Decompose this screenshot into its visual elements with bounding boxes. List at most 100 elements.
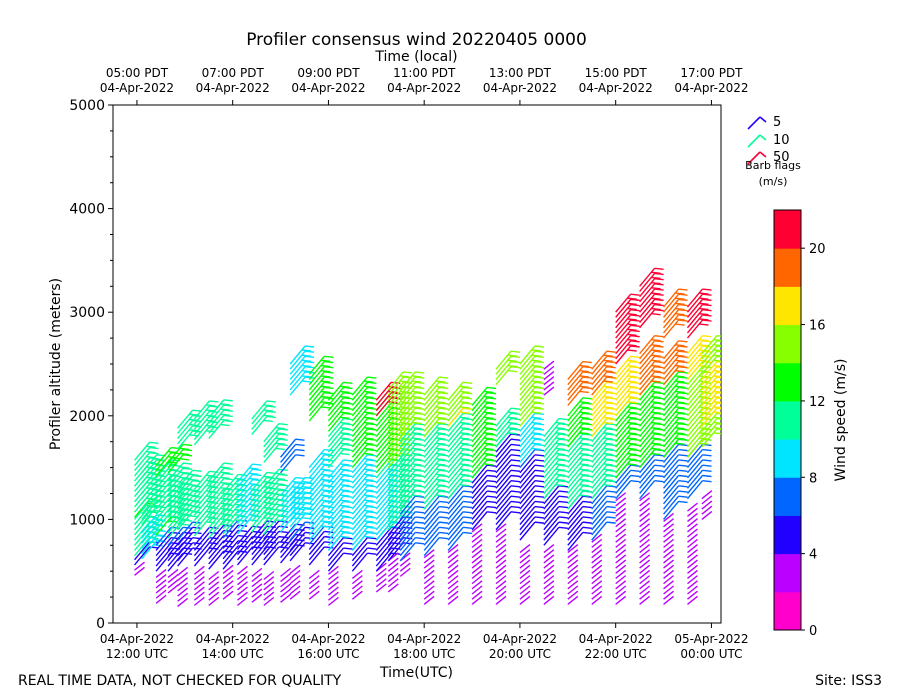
- barb-feather: [651, 375, 661, 378]
- barb-feather: [321, 380, 331, 383]
- colorbar-tick-label: 12: [809, 395, 826, 410]
- wind-barb: [687, 564, 698, 574]
- barb-feather: [603, 406, 613, 409]
- wind-barb: [663, 340, 688, 360]
- wind-barb: [237, 591, 248, 601]
- barb-feather: [483, 463, 494, 466]
- barb-feather: [364, 411, 374, 414]
- barb-feather: [278, 530, 288, 534]
- barb-feather: [558, 469, 568, 473]
- barb-feather: [603, 463, 613, 466]
- barb-staff: [447, 554, 459, 564]
- wind-barb: [471, 464, 497, 484]
- wind-barb: [399, 531, 425, 551]
- barb-staff: [663, 564, 674, 574]
- wind-barb: [567, 569, 579, 579]
- barb-feather: [436, 385, 446, 388]
- wind-barb: [701, 417, 721, 437]
- barb-feather: [582, 381, 592, 384]
- wind-barb: [495, 575, 507, 585]
- wind-barb: [423, 549, 435, 559]
- wind-barb: [263, 535, 288, 556]
- wind-barb: [251, 588, 263, 598]
- wind-barb: [447, 590, 459, 600]
- barb-staff: [141, 540, 158, 560]
- barb-staff: [663, 549, 674, 559]
- barb-staff: [495, 575, 507, 585]
- barb-feather: [651, 432, 661, 435]
- barb-feather: [321, 509, 331, 513]
- barb-staff: [639, 361, 656, 380]
- wind-barb: [423, 516, 449, 536]
- barb-staff: [375, 516, 392, 536]
- barb-staff: [208, 524, 225, 544]
- barb-staff: [471, 475, 488, 494]
- barb-feather: [412, 447, 422, 451]
- barb-feather: [558, 443, 568, 447]
- barb-staff: [686, 298, 704, 318]
- barb-staff: [208, 550, 225, 570]
- barb-staff: [567, 443, 584, 463]
- wind-barb: [193, 570, 205, 581]
- wind-barb: [471, 569, 483, 579]
- wind-barb: [591, 590, 603, 600]
- barb-staff: [615, 475, 632, 494]
- wind-barb: [639, 433, 664, 453]
- chart-title: Profiler consensus wind 20220405 0000: [246, 30, 587, 50]
- wind-barb: [308, 464, 334, 484]
- barb-feather: [220, 471, 230, 474]
- barb-staff: [351, 428, 368, 448]
- barb-feather: [343, 407, 353, 410]
- barb-staff: [519, 428, 536, 448]
- wind-barb: [615, 314, 640, 334]
- x-tick-label: 05-Apr-2022: [674, 632, 748, 646]
- barb-feather: [654, 340, 664, 343]
- barb-staff: [567, 459, 584, 479]
- wind-barb: [591, 595, 603, 605]
- barb-staff: [399, 397, 416, 417]
- wind-barb: [447, 485, 473, 505]
- wind-barb: [399, 567, 411, 577]
- barb-feather: [603, 401, 613, 404]
- barb-staff: [615, 428, 632, 448]
- wind-barb: [701, 505, 713, 515]
- wind-barb: [639, 438, 664, 458]
- barb-staff: [387, 454, 404, 474]
- wind-barb: [289, 350, 315, 370]
- barb-feather: [531, 421, 542, 425]
- wind-barb: [471, 505, 497, 526]
- barb-feather: [343, 459, 353, 462]
- barb-feather: [220, 423, 230, 427]
- wind-barb: [543, 559, 555, 569]
- barb-feather: [483, 401, 494, 404]
- barb-feather: [654, 303, 664, 307]
- barb-feather: [702, 314, 712, 317]
- barb-feather: [675, 323, 685, 326]
- barb-feather: [343, 412, 353, 416]
- wind-barb: [543, 554, 555, 564]
- wind-barb: [495, 538, 507, 548]
- barb-feather: [483, 437, 494, 440]
- y-tick-label: 2000: [69, 409, 105, 425]
- barb-feather: [436, 411, 446, 414]
- wind-barb: [423, 376, 449, 396]
- barb-feather: [321, 463, 331, 466]
- wind-barb: [615, 324, 640, 344]
- wind-barb: [567, 376, 592, 396]
- barb-staff: [155, 459, 172, 479]
- barb-staff: [327, 459, 344, 479]
- barb-staff: [701, 335, 718, 355]
- barb-staff: [423, 516, 440, 536]
- wind-barb: [447, 511, 473, 531]
- barb-staff: [423, 569, 435, 579]
- barb-feather: [266, 471, 276, 475]
- barb-staff: [263, 536, 280, 556]
- barb-feather: [582, 505, 592, 509]
- barb-staff: [686, 402, 704, 422]
- barb-staff: [263, 443, 280, 463]
- barb-feather: [630, 386, 640, 390]
- barb-feather: [436, 452, 446, 456]
- barb-feather: [627, 416, 637, 420]
- barb-staff: [519, 569, 531, 579]
- barb-staff: [155, 568, 167, 578]
